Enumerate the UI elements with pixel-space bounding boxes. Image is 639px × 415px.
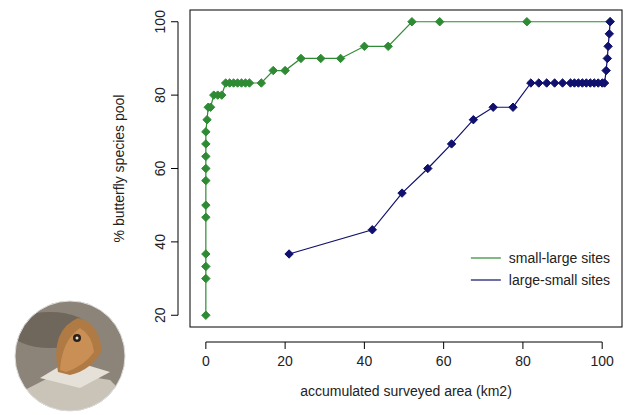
series-point [542, 79, 550, 87]
series-point [269, 66, 277, 74]
x-tick-label: 20 [277, 353, 293, 369]
photo-content [10, 296, 130, 415]
series-point [558, 79, 566, 87]
y-tick [171, 241, 178, 242]
y-tick [171, 315, 178, 316]
series-point [202, 176, 210, 184]
photo-wing-inner [60, 328, 94, 372]
series-point [600, 79, 608, 87]
series-point [398, 189, 406, 197]
series-point [527, 79, 535, 87]
photo-eyespot-center [76, 337, 79, 340]
y-tick [171, 21, 178, 22]
x-tick-label: 40 [357, 353, 373, 369]
series-point [202, 164, 210, 172]
series-point [509, 103, 517, 111]
series-point [285, 250, 293, 258]
x-tick-label: 80 [515, 353, 531, 369]
series-point [603, 54, 611, 62]
series-point [605, 30, 613, 38]
y-tick-label: 60 [152, 161, 168, 177]
series-point [469, 116, 477, 124]
series-point [606, 18, 614, 26]
data-layer [202, 18, 615, 320]
series-point [203, 116, 211, 124]
series-line [289, 22, 610, 254]
series-point [245, 79, 253, 87]
y-tick-label: 80 [152, 87, 168, 103]
series-point [336, 54, 344, 62]
series-point [435, 18, 443, 26]
series-point [447, 140, 455, 148]
series-point [202, 311, 210, 319]
x-tick-label: 60 [436, 353, 452, 369]
legend-label: large-small sites [509, 272, 610, 288]
series-point [550, 79, 558, 87]
x-tick-label: 100 [591, 353, 615, 369]
series-point [202, 128, 210, 136]
series-point [202, 152, 210, 160]
series-point [602, 66, 610, 74]
x-tick [285, 342, 286, 349]
legend: small-large sites large-small sites [471, 250, 610, 288]
series-point [606, 18, 614, 26]
legend-swatch [471, 257, 501, 258]
series-point [604, 42, 612, 50]
x-tick-label: 0 [202, 353, 210, 369]
x-axis-title: accumulated surveyed area (km2) [300, 383, 512, 399]
series-point [202, 140, 210, 148]
series-point [523, 18, 531, 26]
series-point [202, 201, 210, 209]
plot-frame [190, 10, 622, 327]
y-tick-label: 40 [152, 234, 168, 250]
series-point [424, 164, 432, 172]
series-point [202, 250, 210, 258]
legend-swatch [471, 279, 501, 280]
y-axis-title: % butterfly species pool [111, 95, 127, 243]
series-point [360, 42, 368, 50]
photo-wing [56, 318, 102, 375]
series-point [257, 79, 265, 87]
x-tick [443, 342, 444, 349]
x-tick [602, 342, 603, 349]
photo-eyespot [73, 334, 81, 342]
y-tick-label: 100 [152, 10, 168, 34]
x-tick [522, 342, 523, 349]
y-tick [171, 95, 178, 96]
series-point [202, 213, 210, 221]
x-tick [364, 342, 365, 349]
y-tick-label: 20 [152, 307, 168, 323]
series-line [206, 22, 610, 316]
series-point [206, 103, 214, 111]
y-tick [171, 168, 178, 169]
chart: 0 20 40 60 80 100 accumulated surveyed area (k… [0, 0, 639, 415]
series-point [218, 91, 226, 99]
series-point [368, 226, 376, 234]
series-point [202, 274, 210, 282]
series-point [202, 262, 210, 270]
photo-border [15, 301, 125, 411]
series-point [384, 42, 392, 50]
series-point [297, 54, 305, 62]
series-point [489, 103, 497, 111]
legend-label: small-large sites [509, 250, 610, 266]
butterfly-photo [10, 296, 130, 415]
series-point [317, 54, 325, 62]
series-point [408, 18, 416, 26]
x-axis [206, 342, 602, 343]
x-tick [205, 342, 206, 349]
series-point [535, 79, 543, 87]
series-point [281, 66, 289, 74]
